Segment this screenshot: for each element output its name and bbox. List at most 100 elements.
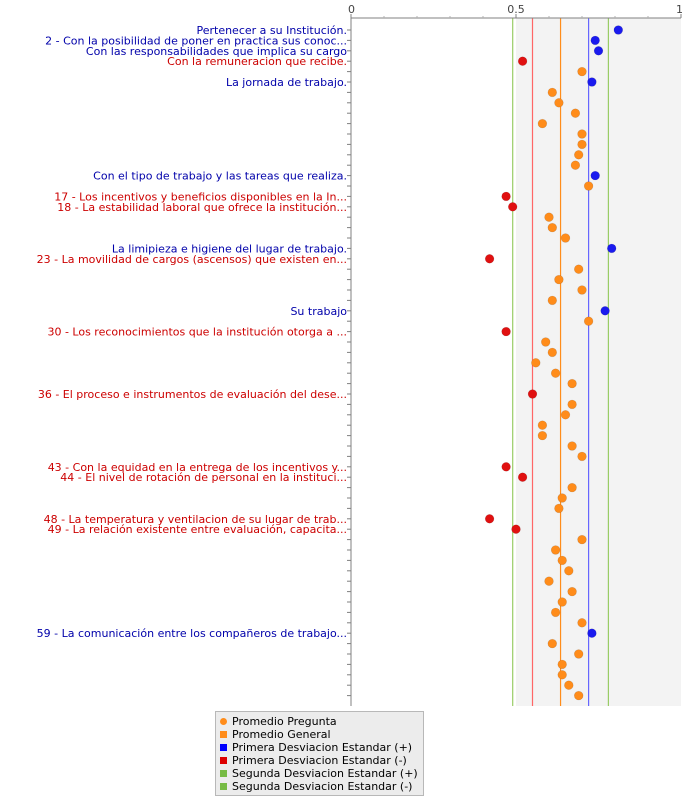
data-point-normal — [573, 264, 584, 274]
data-point-normal — [573, 690, 584, 701]
legend-swatch — [220, 744, 227, 751]
data-point-low — [517, 472, 528, 482]
data-point-low — [527, 389, 538, 399]
category-label: Con las responsabilidades que implica su… — [86, 45, 347, 58]
data-point-normal — [573, 150, 584, 160]
data-point-normal — [547, 347, 557, 358]
category-label: Con el tipo de trabajo y las tareas que … — [93, 170, 347, 183]
data-point-normal — [564, 680, 574, 690]
legend-label: Primera Desviacion Estandar (-) — [232, 754, 407, 767]
category-label: La limipieza e higiene del lugar de trab… — [112, 242, 347, 255]
legend-label: Promedio General — [232, 728, 331, 741]
category-label: 2 - Con la posibilidad de poner en pract… — [45, 34, 347, 47]
x-tick-label: 0.5 — [507, 3, 525, 16]
data-point-normal — [550, 607, 561, 618]
data-point-low — [501, 462, 511, 472]
legend-swatch — [220, 783, 227, 790]
x-tick-label: 1 — [676, 3, 683, 16]
category-label: 59 - La comunicación entre los compañero… — [37, 627, 347, 640]
data-point-normal — [567, 441, 577, 451]
legend-item: Primera Desviacion Estandar (+) — [220, 741, 423, 754]
data-point-normal — [577, 129, 587, 139]
legend-label: Segunda Desviacion Estandar (+) — [232, 767, 418, 780]
legend-item: Primera Desviacion Estandar (-) — [220, 754, 423, 767]
legend-label: Segunda Desviacion Estandar (-) — [232, 780, 413, 793]
category-label: 48 - La temperatura y ventilacion de su … — [44, 513, 347, 526]
data-point-normal — [557, 670, 567, 680]
data-point-normal — [567, 482, 577, 493]
data-point-normal — [550, 545, 561, 555]
category-label: 36 - El proceso e instrumentos de evalua… — [38, 388, 347, 401]
data-points — [484, 25, 623, 701]
data-point-normal — [547, 638, 557, 649]
data-point-normal — [550, 368, 561, 378]
data-point-high — [590, 35, 600, 46]
data-point-high — [613, 25, 623, 35]
category-label: Pertenecer a su Institución. — [196, 24, 347, 37]
category-label: 23 - La movilidad de cargos (ascensos) q… — [37, 253, 347, 266]
data-point-high — [600, 306, 610, 316]
data-point-normal — [544, 576, 554, 586]
data-point-normal — [531, 358, 541, 368]
data-point-high — [590, 170, 600, 181]
data-point-normal — [577, 451, 587, 462]
data-point-normal — [570, 160, 581, 170]
data-point-low — [501, 191, 511, 202]
legend-swatch — [220, 770, 227, 777]
category-labels: Pertenecer a su Institución.2 - Con la p… — [37, 24, 348, 640]
data-point-normal — [577, 534, 587, 545]
data-point-normal — [557, 659, 567, 670]
data-point-normal — [547, 222, 557, 233]
data-point-normal — [540, 337, 551, 347]
data-point-normal — [573, 649, 584, 659]
legend-swatch — [220, 731, 227, 738]
data-point-low — [508, 202, 518, 212]
x-axis: 0 0.5 1 — [348, 3, 683, 19]
data-point-high — [587, 77, 597, 87]
data-point-normal — [577, 139, 587, 150]
legend-swatch — [220, 718, 227, 725]
data-point-normal — [577, 66, 587, 77]
data-point-low — [511, 524, 521, 534]
data-point-normal — [583, 316, 594, 326]
data-point-normal — [577, 285, 587, 295]
shaded-band — [516, 18, 681, 706]
legend: Promedio Pregunta Promedio General Primera… — [215, 711, 424, 796]
category-label: Con la remuneracion que recibe. — [167, 55, 347, 68]
data-point-low — [484, 254, 495, 264]
data-point-high — [593, 46, 604, 56]
data-point-normal — [554, 503, 564, 514]
data-point-normal — [567, 399, 577, 410]
legend-item: Segunda Desviacion Estandar (+) — [220, 767, 423, 780]
data-point-low — [517, 56, 528, 66]
data-point-normal — [557, 597, 567, 607]
legend-item: Promedio Pregunta — [220, 715, 423, 728]
legend-item: Promedio General — [220, 728, 423, 741]
category-label: 17 - Los incentivos y beneficios disponi… — [54, 190, 347, 203]
data-point-normal — [537, 430, 548, 441]
category-label: 30 - Los reconocimientos que la instituc… — [47, 326, 347, 339]
legend-label: Primera Desviacion Estandar (+) — [232, 741, 413, 754]
data-point-normal — [544, 212, 554, 222]
x-tick-label: 0 — [348, 3, 355, 16]
data-point-normal — [570, 108, 581, 118]
plot-background — [351, 18, 681, 706]
y-axis — [347, 18, 352, 706]
data-point-high — [587, 628, 597, 638]
data-point-low — [501, 326, 511, 337]
data-point-normal — [537, 118, 548, 129]
data-point-normal — [560, 233, 571, 243]
data-point-normal — [560, 410, 571, 420]
data-point-low — [484, 514, 495, 524]
data-point-normal — [547, 87, 557, 98]
data-point-high — [606, 243, 617, 254]
data-point-normal — [567, 378, 577, 389]
data-point-normal — [554, 274, 564, 285]
data-point-normal — [577, 618, 587, 628]
category-label: 49 - La relación existente entre evaluac… — [48, 523, 347, 536]
category-label: 44 - El nivel de rotación de personal en… — [60, 471, 347, 484]
data-point-normal — [557, 493, 567, 503]
legend-swatch — [220, 757, 227, 764]
category-label: Su trabajo — [290, 305, 347, 318]
